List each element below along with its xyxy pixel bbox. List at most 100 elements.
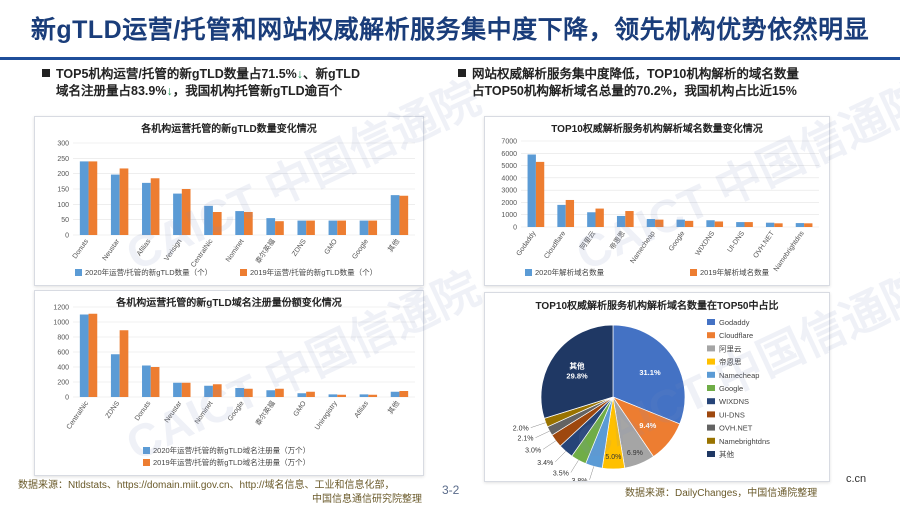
x-tick-label: 帝恩思: [608, 229, 627, 251]
pie-value-label: 3.8%: [572, 478, 588, 481]
x-tick-label: Donuts: [72, 238, 91, 261]
bar-2019: [804, 223, 813, 227]
legend-label: WIXDNS: [719, 397, 749, 406]
legend-swatch: [707, 358, 715, 365]
legend-swatch: [707, 451, 715, 457]
bar-2020: [765, 222, 775, 227]
bar-2019: [150, 178, 160, 235]
pie-leader-line: [530, 422, 546, 428]
bar-2020: [79, 161, 89, 235]
y-tick-label: 0: [513, 225, 517, 232]
x-tick-label: Godaddy: [516, 230, 538, 258]
x-tick-label: ZDNS: [291, 238, 308, 258]
y-tick-label: 200: [57, 171, 69, 178]
bar-2019: [244, 212, 253, 235]
y-tick-label: 150: [57, 187, 69, 194]
legend-swatch: [707, 319, 715, 325]
bar-2019: [181, 382, 191, 397]
pie-leader-line: [555, 451, 566, 463]
bar-2019: [774, 223, 783, 227]
y-tick-label: 100: [57, 202, 69, 209]
y-tick-label: 200: [57, 380, 69, 387]
pie-value-label: 6.9%: [627, 450, 643, 457]
bar-2019: [306, 391, 315, 397]
bar-2020: [646, 219, 656, 227]
pie-value-label: 3.0%: [525, 447, 541, 454]
y-tick-label: 50: [61, 217, 69, 224]
pie-value-label: 3.4%: [537, 460, 553, 467]
bar-2020: [706, 220, 715, 227]
bar-2020: [204, 205, 213, 235]
bar-2020: [110, 174, 120, 235]
y-tick-label: 250: [57, 156, 69, 163]
legend-label: UI-DNS: [719, 410, 745, 419]
x-tick-label: 其他: [386, 399, 401, 416]
y-tick-label: 2000: [501, 200, 517, 207]
legend-swatch: [143, 459, 150, 466]
bullet-square-icon: [458, 69, 466, 77]
legend-swatch: [690, 269, 697, 276]
bar-2019: [275, 388, 284, 397]
pie-value-label: 其他: [570, 361, 586, 371]
left-bullet-text-2b: ，我国机构托管新gTLD逾百个: [172, 84, 343, 98]
x-tick-label: Google: [227, 400, 246, 423]
bar-2019: [625, 211, 634, 227]
bar-2020: [616, 215, 626, 227]
bar-2019: [565, 199, 575, 227]
x-tick-label: Google: [668, 230, 687, 253]
y-tick-label: 0: [65, 233, 69, 240]
right-bullet-text-1: 网站权威解析服务集中度降低，TOP10机构解析的域名数量: [472, 67, 799, 81]
pie-slice-10: [540, 324, 614, 419]
x-tick-label: Afilias: [354, 400, 371, 420]
down-arrow-icon: ↓: [296, 67, 304, 81]
bullet-square-icon: [42, 69, 50, 77]
bar-2020: [173, 193, 182, 235]
legend-label: 2020年解析域名数量: [535, 267, 605, 277]
bar-2019: [244, 388, 253, 397]
bar-2020: [110, 354, 120, 397]
bar-2019: [337, 220, 346, 235]
x-tick-label: Cloudflare: [543, 230, 567, 260]
legend-label: OVH.NET: [719, 424, 753, 433]
y-tick-label: 5000: [501, 163, 517, 170]
y-tick-label: 1200: [53, 305, 69, 312]
bar-2019: [212, 212, 222, 235]
left-bullet-text-1b: 、新gTLD: [303, 67, 360, 81]
x-tick-label: GMO: [292, 400, 308, 418]
bar-2019: [212, 384, 222, 397]
y-tick-label: 1000: [501, 212, 517, 219]
legend-swatch: [707, 437, 715, 444]
x-tick-label: Namecheap: [629, 230, 656, 265]
pie-value-label: 2.1%: [518, 436, 534, 443]
chart-panel-dns-top10: TOP10权威解析服务机构解析域名数量变化情况 0 1000 2000 3000 4000…: [484, 116, 830, 286]
legend-swatch: [707, 332, 715, 339]
pie-value-label: 2.0%: [513, 426, 529, 433]
bar-2019: [655, 219, 664, 227]
bar-2020: [297, 220, 307, 235]
bar-2020: [587, 212, 596, 227]
x-tick-label: CentralNic: [190, 238, 215, 269]
legend-swatch: [707, 398, 715, 405]
bar-2020: [235, 388, 244, 397]
legend-label: 2020年运营/托管的新gTLD域名注册量（万个）: [153, 445, 310, 455]
chart-title: 各机构运营托管的新gTLD域名注册量份额变化情况: [115, 296, 342, 309]
legend-label: Godaddy: [719, 318, 750, 327]
x-tick-label: CentralNic: [66, 400, 91, 431]
bar-2020: [235, 211, 244, 235]
legend-label: 2019年解析域名数量: [700, 267, 770, 277]
pie-leader-line: [535, 430, 550, 438]
legend-swatch: [707, 424, 715, 431]
x-tick-label: 泰尔英福: [253, 237, 276, 265]
bar-2019: [684, 220, 694, 227]
x-tick-label: Namebrightdns: [773, 230, 806, 273]
bar-2020: [736, 222, 745, 227]
bar-2020: [676, 219, 685, 227]
bar-2020: [204, 385, 213, 397]
bar-2020: [142, 182, 151, 235]
x-tick-label: OVH.NET: [752, 230, 776, 260]
pie-leader-line: [542, 440, 556, 450]
legend-label: 2020年运营/托管的新gTLD数量（个）: [85, 267, 212, 277]
bar-2020: [328, 220, 338, 235]
x-tick-label: Google: [351, 238, 370, 261]
bar-2020: [266, 390, 276, 397]
